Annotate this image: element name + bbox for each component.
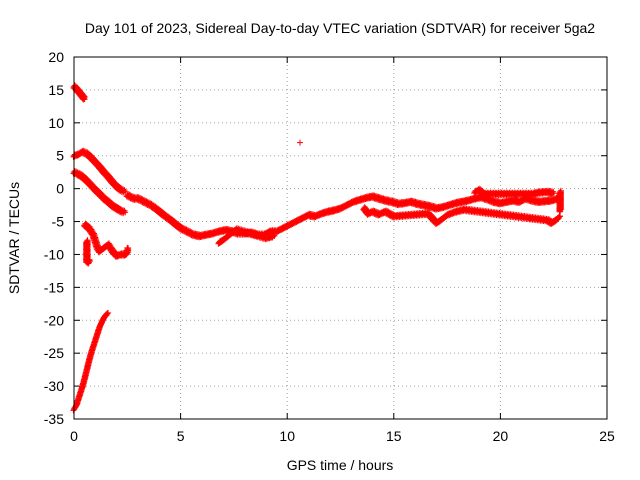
data-point — [85, 259, 92, 266]
y-tick-label: -5 — [52, 214, 65, 230]
x-tick-label: 25 — [599, 428, 615, 444]
y-tick-label: -15 — [44, 279, 64, 295]
plot-frame — [73, 56, 608, 420]
data-point — [105, 310, 112, 317]
y-tick-label: 10 — [48, 115, 64, 131]
data-point — [122, 209, 129, 216]
data-point — [271, 233, 278, 240]
tick-layer: 0 5 10 15 20 25 20 15 10 5 0 -5 -10 -15 -20 -25 -30 -35 — [44, 49, 615, 444]
y-tick-label: -10 — [44, 246, 64, 262]
data-point — [124, 244, 131, 251]
y-axis-label: SDTVAR / TECUs — [6, 182, 22, 294]
data-point — [104, 311, 111, 318]
y-tick-label: 15 — [48, 82, 64, 98]
x-tick-label: 0 — [70, 428, 78, 444]
data-point — [556, 214, 563, 221]
x-tick-label: 20 — [493, 428, 509, 444]
data-point — [85, 256, 92, 263]
chart-title: Day 101 of 2023, Sidereal Day-to-day VTE… — [85, 20, 595, 36]
x-axis-label: GPS time / hours — [287, 457, 394, 473]
y-tick-label: 20 — [48, 49, 64, 65]
x-tick-label: 5 — [177, 428, 185, 444]
x-tick-label: 15 — [386, 428, 402, 444]
grid-layer — [74, 57, 607, 419]
points-layer — [70, 82, 564, 414]
x-tick-label: 10 — [279, 428, 295, 444]
y-tick-label: -25 — [44, 345, 64, 361]
y-tick-label: 0 — [56, 181, 64, 197]
y-tick-label: -20 — [44, 312, 64, 328]
data-point — [557, 208, 564, 215]
data-point — [81, 96, 88, 103]
data-point — [80, 95, 87, 102]
data-point — [123, 247, 130, 254]
y-tick-label: -30 — [44, 378, 64, 394]
y-tick-label: 5 — [56, 148, 64, 164]
data-point — [296, 139, 303, 146]
data-point — [550, 190, 557, 197]
data-point — [120, 188, 127, 195]
y-tick-label: -35 — [44, 411, 64, 427]
